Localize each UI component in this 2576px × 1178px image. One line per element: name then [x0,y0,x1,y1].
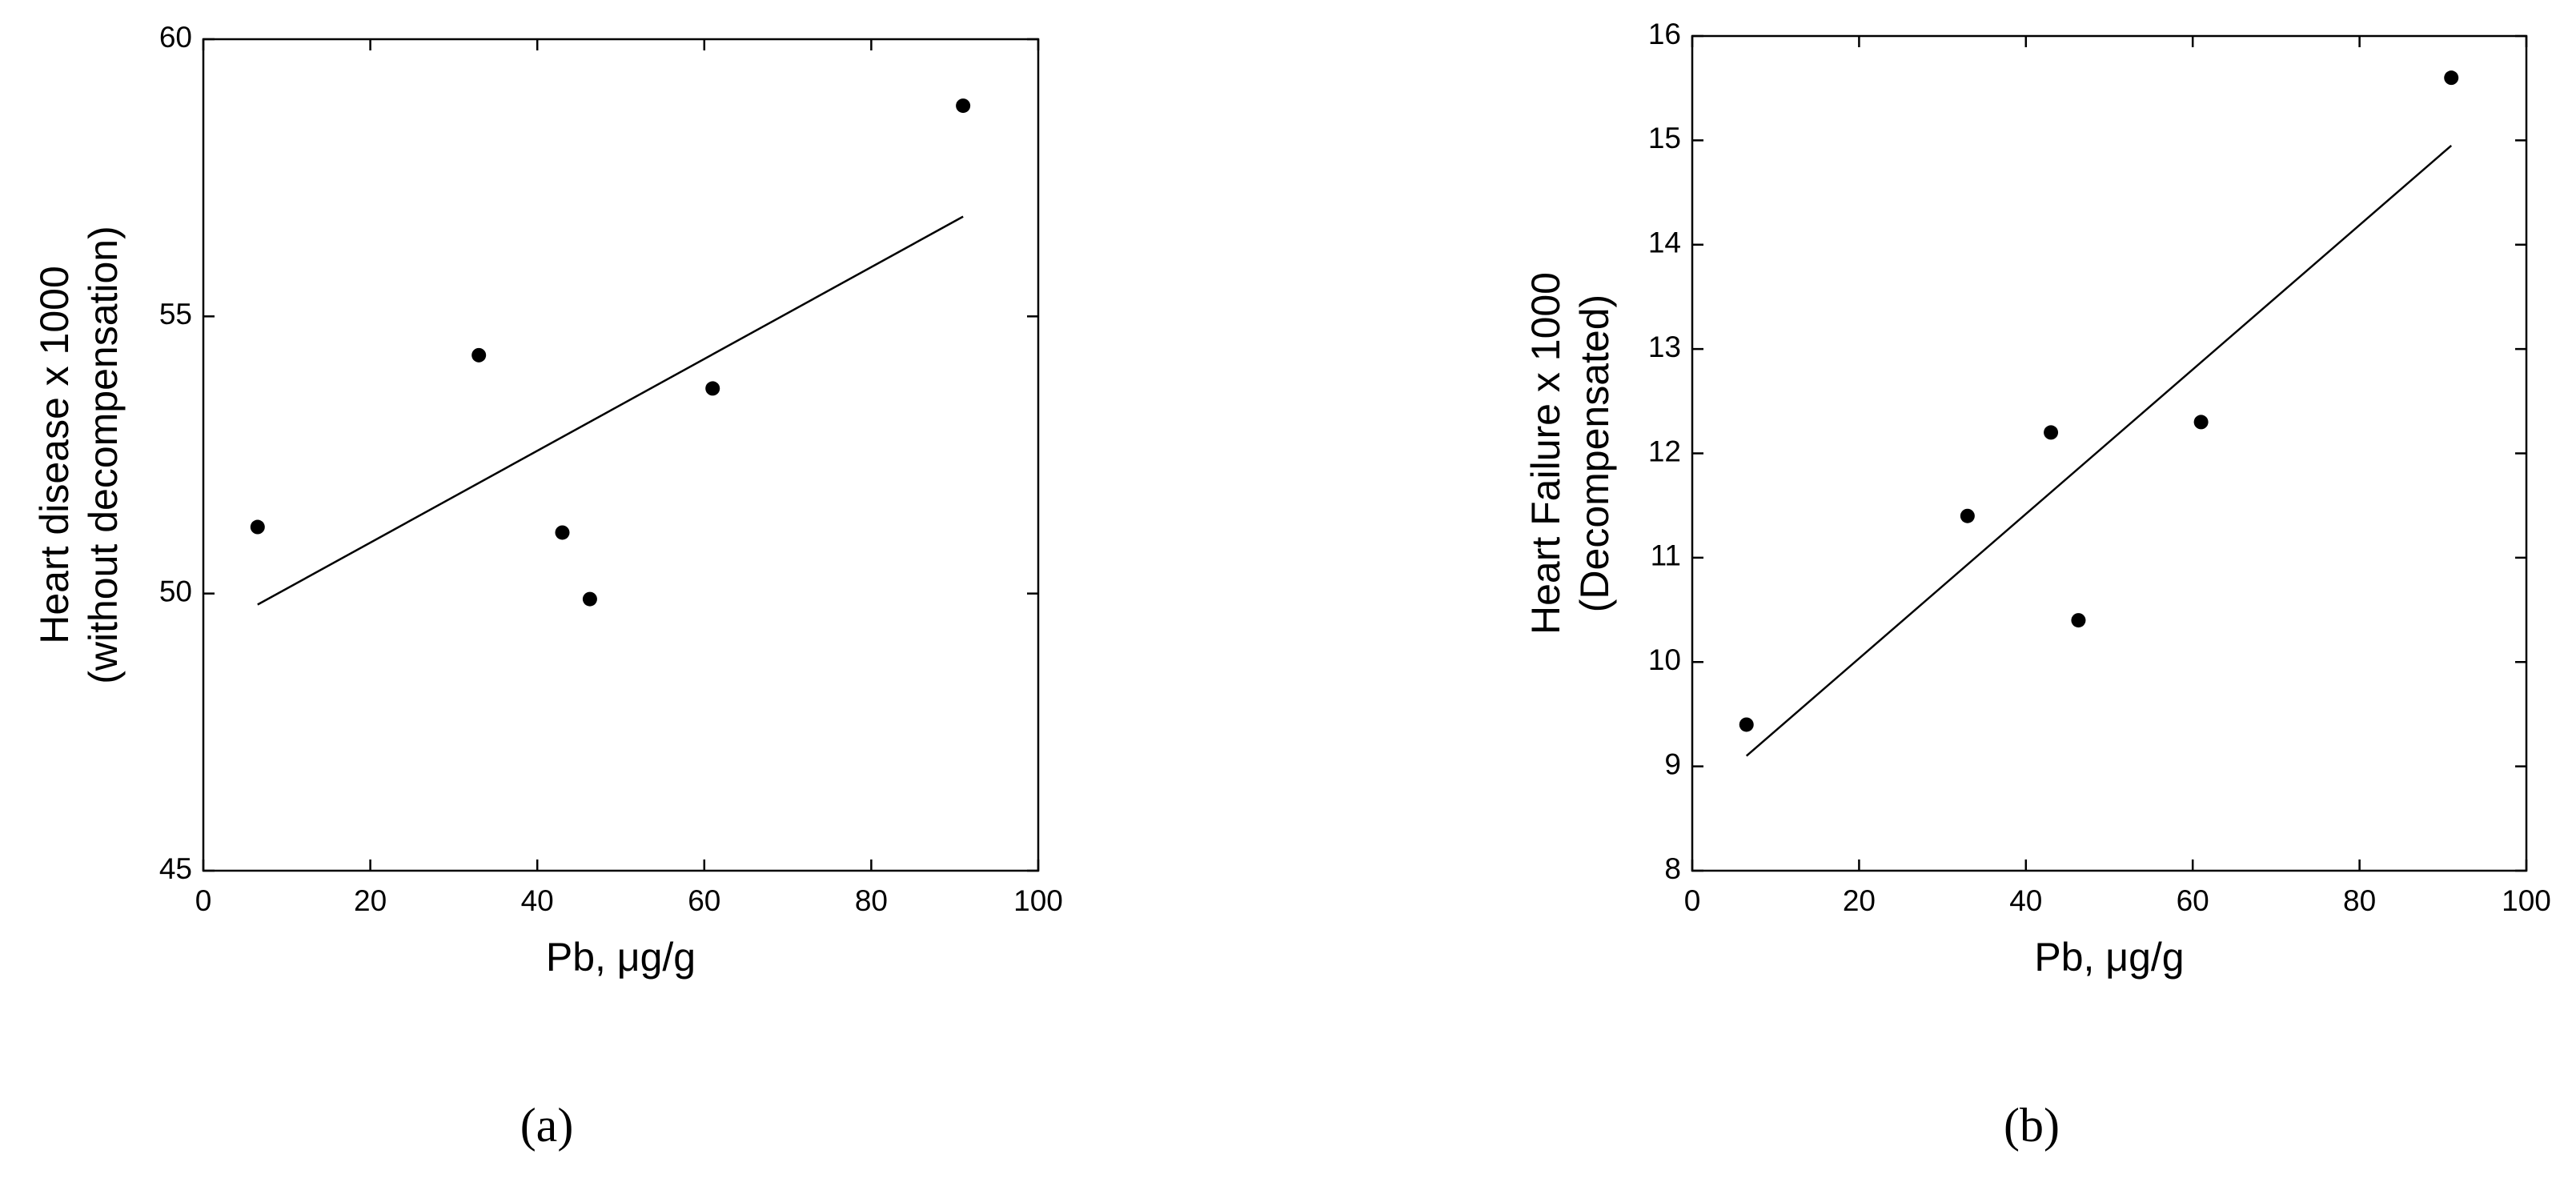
point [555,525,570,540]
y-tick-label: 45 [159,852,192,885]
y-tick-label: 9 [1664,747,1681,780]
y-tick-label: 14 [1648,226,1681,259]
y-axis-label: Heart disease x 1000 [32,266,77,644]
point [956,98,971,114]
point [471,347,487,363]
x-tick-label: 100 [2502,884,2551,917]
x-tick-label: 60 [2177,884,2209,917]
y-tick-label: 60 [159,21,192,54]
y-tick-label: 13 [1648,331,1681,363]
point [582,591,597,607]
y-tick-label: 55 [159,298,192,331]
y-axis-label: (without decompensation) [81,226,126,684]
trend-line [257,215,964,606]
y-tick-label: 12 [1648,435,1681,467]
x-tick-label: 80 [855,884,888,917]
point [2193,415,2209,430]
x-tick-label: 100 [1013,884,1063,917]
point [250,519,265,535]
x-tick-label: 20 [354,884,387,917]
x-axis-label: Pb, μg/g [2034,935,2184,980]
y-tick-label: 8 [1664,852,1681,885]
point [705,381,720,396]
y-tick-label: 16 [1648,18,1681,50]
point [1960,508,1975,523]
point [1739,717,1754,732]
point [2071,613,2086,628]
x-tick-label: 40 [2009,884,2042,917]
point [2444,70,2459,86]
y-tick-label: 11 [1651,539,1681,572]
x-tick-label: 40 [521,884,554,917]
y-tick-label: 15 [1648,122,1681,154]
panel-label: (b) [2004,1099,2060,1152]
trend-line [1745,144,2453,757]
x-tick-label: 0 [195,884,212,917]
point [2044,425,2059,440]
x-tick-label: 80 [2343,884,2376,917]
plot-frame [202,38,1040,872]
y-axis-label: Heart Failure x 1000 [1523,272,1568,635]
plot-frame [1691,34,2528,872]
x-tick-label: 0 [1684,884,1701,917]
panel-label: (a) [520,1099,574,1152]
y-axis-label: (Decompensated) [1572,294,1617,612]
y-tick-label: 10 [1648,643,1681,676]
x-axis-label: Pb, μg/g [546,935,696,980]
y-tick-label: 50 [159,575,192,607]
x-tick-label: 60 [688,884,720,917]
x-tick-label: 20 [1843,884,1876,917]
